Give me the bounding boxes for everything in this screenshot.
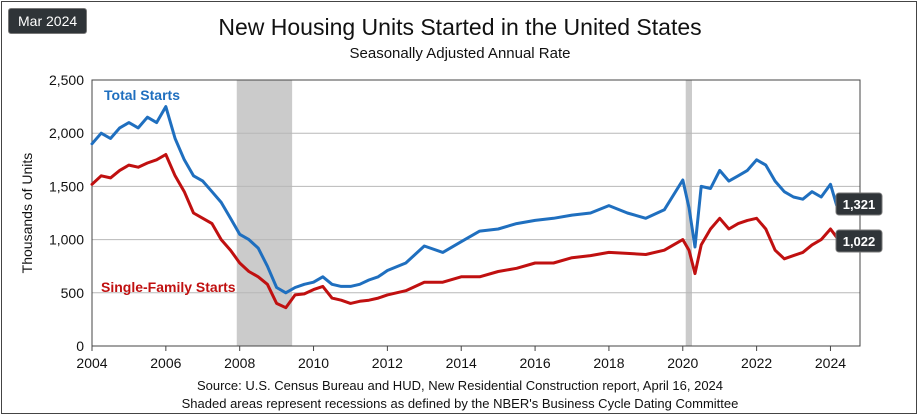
total-starts-value-box-label: 1,321 — [843, 197, 876, 212]
y-tick-label: 500 — [61, 285, 85, 301]
chart-title: New Housing Units Started in the United … — [218, 14, 702, 40]
x-tick-label: 2020 — [667, 355, 698, 371]
y-tick-label: 2,000 — [49, 125, 84, 141]
x-tick-label: 2010 — [298, 355, 329, 371]
single-family-value-box-label: 1,022 — [843, 234, 876, 249]
x-tick-label: 2012 — [372, 355, 403, 371]
x-tick-label: 2006 — [150, 355, 181, 371]
x-tick-label: 2004 — [76, 355, 107, 371]
chart-subtitle: Seasonally Adjusted Annual Rate — [349, 45, 571, 62]
total-starts-value-box — [835, 192, 883, 216]
recession-note: Shaded areas represent recessions as def… — [181, 396, 739, 411]
x-tick-label: 2008 — [224, 355, 255, 371]
x-tick-label: 2024 — [815, 355, 846, 371]
y-tick-label: 1,000 — [49, 232, 84, 248]
source-note: Source: U.S. Census Bureau and HUD, New … — [196, 378, 724, 393]
single-family-value-box — [835, 229, 883, 253]
y-tick-label: 1,500 — [49, 178, 84, 194]
total-starts-line — [90, 105, 839, 295]
y-tick-label: 2,500 — [49, 72, 84, 88]
x-tick-label: 2022 — [741, 355, 772, 371]
date-badge: Mar 2024 — [8, 8, 88, 34]
single-family-annotation: Single-Family Starts — [101, 279, 236, 295]
y-axis-label: Thousands of Units — [19, 153, 35, 274]
single-family-line — [90, 153, 839, 310]
recession-band — [236, 80, 293, 346]
y-tick-label: 0 — [76, 338, 84, 354]
x-tick-label: 2018 — [593, 355, 624, 371]
total-starts-annotation: Total Starts — [104, 87, 180, 103]
plot-area — [92, 80, 860, 346]
x-tick-label: 2016 — [519, 355, 550, 371]
x-tick-label: 2014 — [446, 355, 477, 371]
